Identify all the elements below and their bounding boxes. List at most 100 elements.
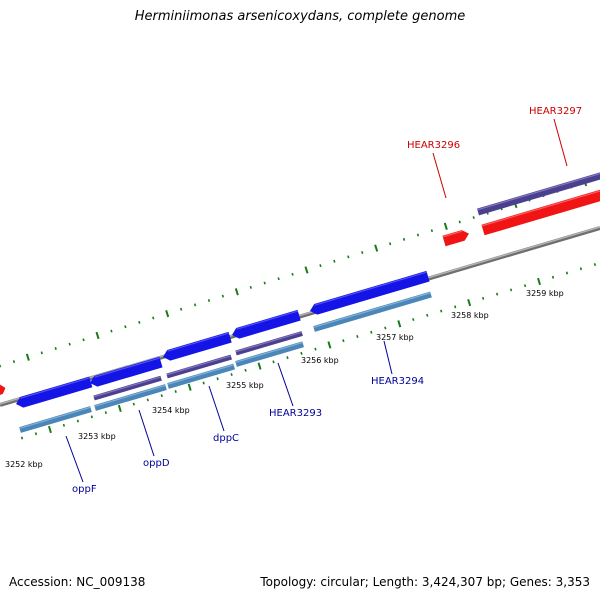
outer-tick-row-minor-tick bbox=[388, 242, 392, 246]
outer-tick-row-minor-tick bbox=[333, 259, 336, 263]
blast-steel-1-sheen bbox=[19, 406, 91, 429]
blast-steel-4-sheen bbox=[235, 341, 303, 363]
inner-tick-row-minor-tick bbox=[34, 432, 38, 436]
inner-tick-row-minor-tick bbox=[90, 415, 94, 419]
inner-tick-row-minor-tick bbox=[509, 288, 513, 292]
inner-tick-row-major-tick bbox=[47, 425, 52, 434]
blast-steel-3-sheen bbox=[167, 364, 234, 385]
inner-tick-row-minor-tick bbox=[146, 398, 149, 402]
inner-tick-row-minor-tick bbox=[356, 334, 359, 338]
outer-tick-row-minor-tick bbox=[179, 307, 183, 311]
blast-purple-3-sheen bbox=[235, 331, 302, 353]
outer-tick-row-major-tick bbox=[25, 353, 30, 361]
backbone-line bbox=[0, 226, 600, 407]
inner-tick-row-minor-tick bbox=[342, 339, 345, 343]
outer-tick-row-major-tick bbox=[95, 331, 100, 340]
gene-label: HEAR3294 bbox=[371, 376, 424, 387]
rna-HEAR3297-sheen bbox=[481, 190, 600, 227]
cds-HEAR3294-sheen bbox=[314, 271, 427, 306]
outer-tick-row-minor-tick bbox=[458, 220, 461, 224]
outer-tick-row-minor-tick bbox=[124, 325, 127, 329]
rna-HEAR3296 bbox=[442, 230, 469, 247]
cds-oppF-sheen bbox=[20, 377, 90, 399]
inner-tick-row-minor-tick bbox=[286, 356, 289, 360]
tick-rings bbox=[0, 176, 600, 440]
outer-tick-row-major-tick bbox=[374, 244, 379, 252]
inner-tick-row-minor-tick bbox=[454, 305, 457, 309]
cds-oppD-sheen bbox=[94, 357, 160, 378]
kbp-label: 3254 kbp bbox=[152, 406, 190, 415]
outer-tick-row-major-tick bbox=[443, 222, 448, 230]
inner-tick-row-minor-tick bbox=[384, 326, 387, 330]
cds-oppF bbox=[16, 376, 93, 408]
outer-tick-row-minor-tick bbox=[319, 264, 322, 268]
outer-tick-row-minor-tick bbox=[430, 229, 434, 233]
outer-tick-row-minor-tick bbox=[68, 342, 71, 346]
inner-tick-row-minor-tick bbox=[272, 360, 275, 364]
inner-tick-row-minor-tick bbox=[440, 309, 443, 313]
inner-tick-row-minor-tick bbox=[20, 436, 24, 440]
inner-tick-row-minor-tick bbox=[216, 377, 219, 381]
cds-HEAR3294 bbox=[310, 270, 430, 315]
blast-steel-5-sheen bbox=[313, 292, 431, 328]
inner-tick-row-minor-tick bbox=[426, 313, 429, 317]
genome-stats-label: Topology: circular; Length: 3,424,307 bp… bbox=[260, 575, 590, 589]
inner-tick-row-minor-tick bbox=[565, 271, 569, 275]
rna-HEAR3296-sheen bbox=[442, 230, 463, 238]
accession-label: Accession: NC_009138 bbox=[9, 575, 146, 589]
kbp-label: 3255 kbp bbox=[226, 381, 264, 390]
inner-tick-row-minor-tick bbox=[551, 275, 555, 279]
inner-tick-row-minor-tick bbox=[481, 296, 485, 300]
cds-oppD bbox=[90, 356, 163, 387]
blast-steel-2-sheen bbox=[94, 384, 166, 407]
kbp-label: 3252 kbp bbox=[5, 460, 43, 469]
backbone bbox=[0, 226, 600, 407]
outer-tick-row-minor-tick bbox=[347, 255, 350, 259]
inner-tick-row-minor-tick bbox=[593, 263, 597, 267]
outer-tick-row-minor-tick bbox=[82, 338, 85, 342]
inner-tick-row-minor-tick bbox=[523, 284, 527, 288]
inner-tick-row-minor-tick bbox=[370, 330, 373, 334]
outer-tick-row-minor-tick bbox=[54, 347, 57, 351]
inner-tick-row-major-tick bbox=[537, 277, 541, 286]
inner-tick-row-minor-tick bbox=[314, 347, 317, 351]
inner-tick-row-minor-tick bbox=[76, 419, 80, 423]
outer-tick-row-minor-tick bbox=[138, 320, 141, 324]
outer-tick-row-minor-tick bbox=[416, 233, 420, 237]
gene-leader-line bbox=[553, 118, 568, 167]
inner-tick-row-minor-tick bbox=[412, 318, 415, 322]
outer-tick-row-minor-tick bbox=[40, 351, 43, 355]
label-leaders bbox=[65, 118, 568, 483]
rna-left-edge bbox=[0, 384, 6, 395]
kbp-label: 3259 kbp bbox=[526, 289, 564, 298]
gene-leader-line bbox=[277, 362, 294, 407]
inner-tick-row-major-tick bbox=[117, 404, 122, 413]
inner-tick-row-minor-tick bbox=[579, 267, 583, 271]
gene-label: HEAR3293 bbox=[269, 408, 322, 419]
outer-tick-row-minor-tick bbox=[263, 281, 266, 285]
kbp-label: 3256 kbp bbox=[301, 356, 339, 365]
inner-tick-row-major-tick bbox=[397, 320, 402, 328]
inner-tick-row-minor-tick bbox=[160, 394, 163, 398]
map-title: Herminiimonas arsenicoxydans, complete g… bbox=[134, 9, 466, 24]
inner-tick-row-major-tick bbox=[327, 341, 332, 349]
inner-tick-row-minor-tick bbox=[300, 351, 303, 355]
inner-tick-row-major-tick bbox=[257, 362, 262, 370]
outer-tick-row-minor-tick bbox=[249, 285, 252, 289]
inner-tick-row-major-tick bbox=[467, 298, 472, 307]
backbone-highlight bbox=[0, 226, 600, 405]
outer-tick-row-minor-tick bbox=[207, 299, 211, 302]
outer-tick-row-minor-tick bbox=[402, 237, 406, 241]
outer-tick-row-minor-tick bbox=[152, 316, 155, 320]
gene-leader-line bbox=[138, 409, 155, 457]
blast-purple-HEAR3297-sheen bbox=[477, 172, 600, 211]
inner-tick-row-minor-tick bbox=[495, 292, 499, 296]
inner-tick-row-minor-tick bbox=[104, 411, 107, 415]
gene-label: HEAR3297 bbox=[529, 106, 582, 117]
gene-leader-line bbox=[65, 435, 84, 483]
cds-dppC-sheen bbox=[167, 332, 230, 352]
blast-purple-2-sheen bbox=[166, 355, 232, 376]
outer-tick-row-minor-tick bbox=[12, 360, 16, 364]
